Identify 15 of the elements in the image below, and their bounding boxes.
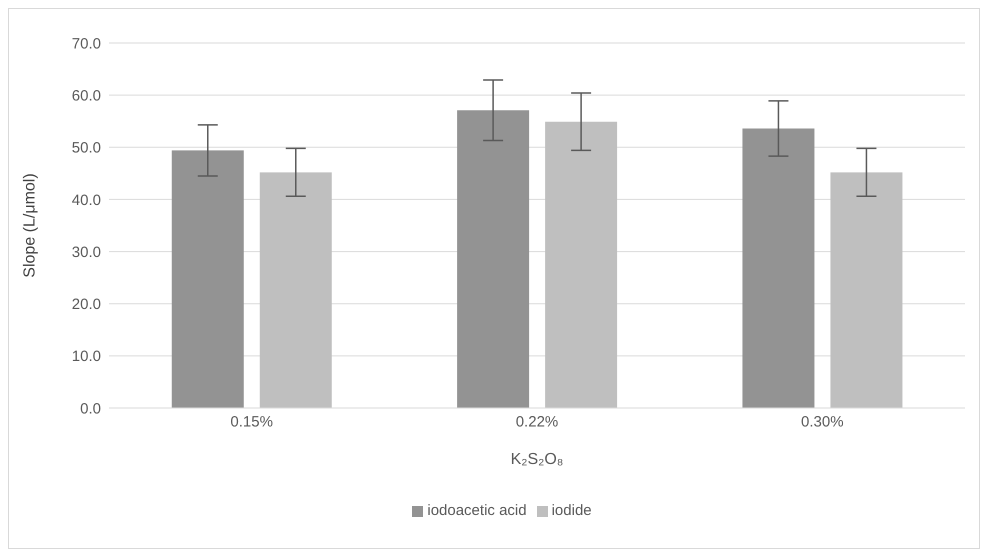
x-axis-title: K₂S₂O₈ [510,451,564,468]
y-tick-label: 70.0 [72,35,101,52]
x-tick-label: 0.30% [801,414,844,431]
y-tick-label: 0.0 [80,400,101,418]
y-tick-label: 10.0 [72,348,101,366]
x-tick-label: 0.22% [516,414,558,431]
y-tick-label: 60.0 [72,87,101,104]
legend-label: iodide [552,502,592,519]
y-tick-label: 30.0 [72,244,101,261]
y-tick-label: 50.0 [72,140,101,157]
y-tick-label: 40.0 [72,192,101,209]
x-tick-label: 0.15% [230,414,273,431]
y-tick-label: 20.0 [72,296,101,314]
y-axis-title: Slope (L/μmol) [22,173,39,278]
legend-label: iodoacetic acid [427,502,527,519]
